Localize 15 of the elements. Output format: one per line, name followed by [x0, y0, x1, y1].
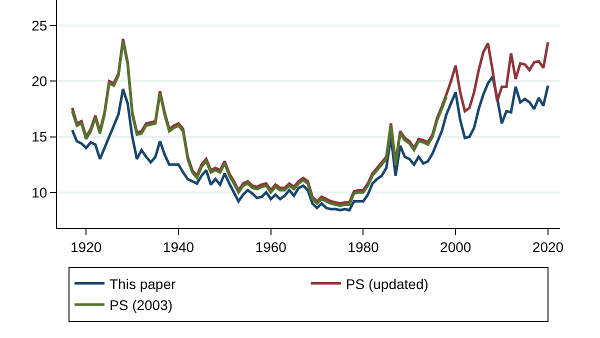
legend-label: PS (2003) [110, 297, 173, 314]
x-tick-label: 2000 [440, 238, 472, 255]
x-tick-label: 2020 [532, 238, 564, 255]
y-tick-label: 15 [32, 128, 48, 145]
x-tick-label: 1940 [162, 238, 194, 255]
x-tick-label: 1980 [348, 238, 380, 255]
x-tick-label: 1960 [255, 238, 287, 255]
y-tick-label: 25 [32, 17, 48, 34]
line-series [70, 75, 550, 212]
x-tick-label: 1920 [70, 238, 102, 255]
legend-label: This paper [110, 276, 176, 292]
y-tick-label: 10 [32, 184, 48, 200]
line-series [70, 40, 448, 208]
y-tick-label: 20 [32, 73, 48, 90]
legend-label: PS (updated) [346, 276, 428, 292]
